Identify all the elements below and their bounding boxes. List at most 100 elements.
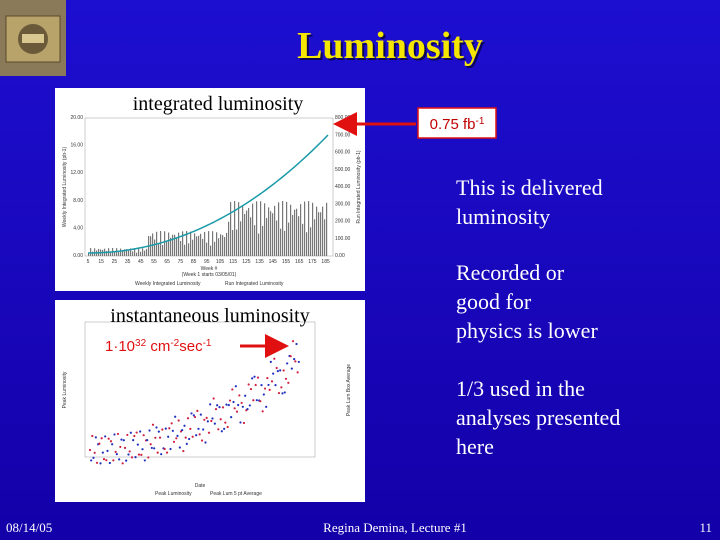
decor-point (99, 462, 102, 465)
decor-bar (168, 232, 170, 256)
decor-bar (204, 231, 206, 256)
decor-point (164, 427, 167, 430)
decor-point (239, 421, 242, 424)
y2-axis-label: Peak Lum Box Average (346, 364, 352, 416)
text-run: · (113, 338, 118, 355)
bullet-line: 1/3 used in the (456, 376, 585, 401)
decor-point (92, 456, 95, 459)
decor-point (223, 427, 226, 430)
decor-point (156, 451, 159, 454)
decor-bar (126, 249, 128, 256)
decor-point (227, 403, 230, 407)
decor-point (101, 451, 104, 454)
decor-bar (242, 205, 244, 256)
decor-bar (248, 207, 250, 256)
decor-point (218, 406, 221, 409)
text-run: sec (179, 338, 203, 355)
decor-point (122, 439, 125, 442)
decor-point (205, 416, 208, 419)
decor-bar (164, 231, 166, 256)
decor-bar (114, 252, 116, 256)
bullet-line: Recorded or (456, 260, 565, 285)
decor-bar (208, 231, 210, 256)
decor-point (158, 436, 162, 439)
decor-point (198, 433, 201, 436)
decor-point (195, 434, 198, 437)
decor-point (161, 428, 164, 431)
decor-bar (256, 201, 258, 256)
decor-bar (286, 201, 288, 256)
decor-point (149, 443, 152, 446)
superscript: -1 (203, 338, 212, 349)
decor-point (129, 431, 132, 434)
decor-point (120, 438, 123, 441)
decor-point (141, 448, 144, 451)
decor-bar (174, 234, 176, 256)
decor-point (182, 449, 185, 453)
decor-bar (276, 220, 278, 256)
x-tick-label: 105 (216, 259, 225, 265)
y2-tick-label: 600.00 (335, 150, 351, 156)
decor-point (279, 369, 282, 372)
decor-point (192, 414, 195, 417)
decor-bar (274, 205, 276, 256)
decor-point (143, 459, 146, 462)
decor-bar (270, 211, 272, 256)
decor-bar (318, 212, 320, 256)
decor-bar (308, 201, 310, 256)
decor-bar (158, 243, 160, 256)
decor-point (266, 376, 269, 380)
decor-bar (234, 201, 236, 256)
y-tick-label: 16.00 (70, 143, 83, 149)
y2-tick-label: 800.00 (335, 115, 351, 121)
decor-bar (190, 231, 192, 256)
decor-point (290, 367, 293, 370)
decor-bar (228, 221, 230, 256)
decor-bar (118, 251, 120, 256)
decor-point (106, 449, 109, 452)
decor-point (168, 427, 171, 430)
decor-bar (224, 237, 226, 256)
decor-point (204, 441, 207, 444)
decor-point (199, 413, 202, 416)
decor-point (90, 459, 93, 462)
decor-point (224, 421, 227, 424)
decor-bar (180, 241, 182, 256)
decor-point (280, 386, 283, 389)
callout-box (417, 107, 497, 139)
x-tick-label: 65 (164, 259, 170, 265)
decor-bar (216, 232, 218, 256)
decor-point (146, 438, 149, 442)
decor-point (277, 391, 281, 395)
superscript: 32 (135, 338, 147, 349)
x-axis-label: Date (195, 483, 206, 489)
decor-bar (306, 232, 308, 256)
decor-point (170, 422, 173, 425)
decor-point (242, 421, 246, 425)
decor-point (181, 429, 184, 432)
legend-entry: Peak Lum 5 pt Average (210, 491, 262, 497)
decor-bar (214, 241, 216, 256)
decor-point (214, 407, 218, 411)
decor-bar (170, 237, 172, 256)
decor-bar (202, 238, 204, 256)
decor-point (115, 453, 118, 456)
decor-bar (132, 251, 134, 256)
decor-point (287, 381, 290, 384)
decor-point (155, 426, 158, 429)
decor-point (109, 440, 113, 443)
decor-bar (138, 248, 140, 256)
text-run: 1 (105, 338, 113, 355)
decor-bar (326, 202, 328, 256)
decor-bar (244, 213, 246, 256)
decor-point (213, 422, 216, 425)
decor-point (107, 437, 110, 440)
decor-bar (90, 248, 92, 256)
chart1-caption: integrated luminosity (133, 93, 304, 115)
decor-bar (300, 204, 302, 256)
decor-point (91, 434, 94, 438)
decor-bar (130, 248, 132, 256)
decor-bar (316, 206, 318, 256)
decor-bar (198, 235, 200, 256)
y2-tick-label: 200.00 (335, 219, 351, 225)
